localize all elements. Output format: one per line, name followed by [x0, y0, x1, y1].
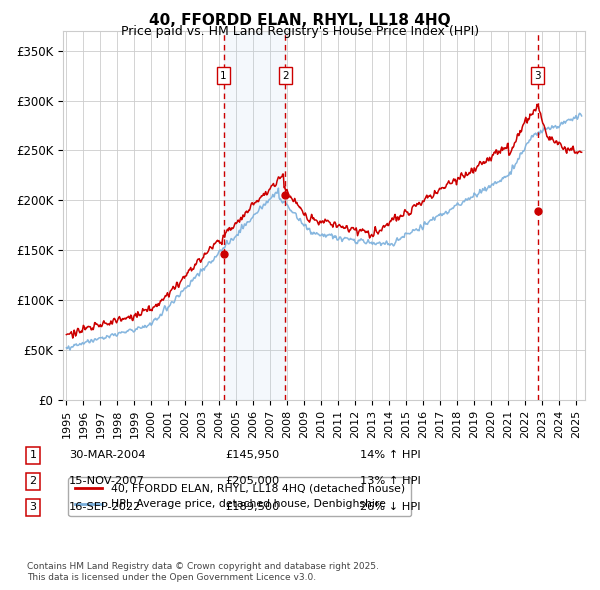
Text: 16-SEP-2022: 16-SEP-2022 — [69, 503, 141, 512]
Legend: 40, FFORDD ELAN, RHYL, LL18 4HQ (detached house), HPI: Average price, detached h: 40, FFORDD ELAN, RHYL, LL18 4HQ (detache… — [68, 477, 411, 516]
Text: 30-MAR-2004: 30-MAR-2004 — [69, 451, 146, 460]
Text: £145,950: £145,950 — [225, 451, 279, 460]
Text: 15-NOV-2007: 15-NOV-2007 — [69, 477, 145, 486]
Text: 1: 1 — [29, 451, 37, 460]
Text: 40, FFORDD ELAN, RHYL, LL18 4HQ: 40, FFORDD ELAN, RHYL, LL18 4HQ — [149, 13, 451, 28]
Text: 2: 2 — [282, 71, 289, 81]
Text: 13% ↑ HPI: 13% ↑ HPI — [360, 477, 421, 486]
Bar — [224, 31, 286, 400]
Text: 3: 3 — [534, 71, 541, 81]
Text: £205,000: £205,000 — [225, 477, 279, 486]
Text: Price paid vs. HM Land Registry's House Price Index (HPI): Price paid vs. HM Land Registry's House … — [121, 25, 479, 38]
Text: 14% ↑ HPI: 14% ↑ HPI — [360, 451, 421, 460]
Text: Contains HM Land Registry data © Crown copyright and database right 2025.
This d: Contains HM Land Registry data © Crown c… — [27, 562, 379, 582]
Text: 3: 3 — [29, 503, 37, 512]
Text: 26% ↓ HPI: 26% ↓ HPI — [360, 503, 421, 512]
Text: £189,500: £189,500 — [225, 503, 280, 512]
Text: 2: 2 — [29, 477, 37, 486]
Text: 1: 1 — [220, 71, 227, 81]
